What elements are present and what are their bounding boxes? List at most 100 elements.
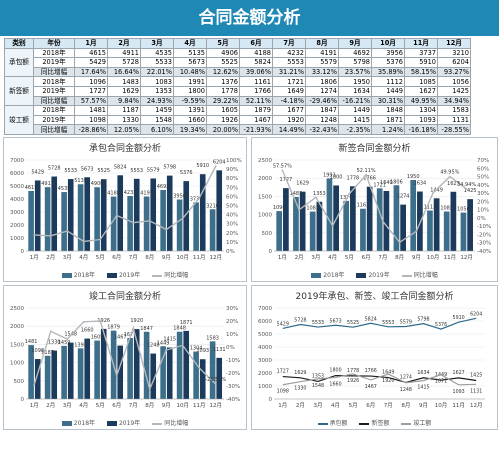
bar-2018 [94, 187, 100, 251]
legend-label-2019: 2019年 [368, 272, 390, 279]
x-tick-label: 12月 [460, 254, 473, 261]
y2-tick-label: 0% [226, 345, 235, 351]
y2-tick-label: 40% [477, 183, 489, 189]
data-label-2019: 1415 [163, 336, 176, 342]
value-cell: 1056 [437, 76, 471, 87]
y-tick-label: 1000 [10, 361, 24, 367]
value-cell: -16.21% [338, 95, 372, 107]
data-label-2019: 5824 [114, 164, 127, 170]
value-cell: 1330 [107, 114, 141, 126]
x-tick-label: 5月 [96, 254, 105, 261]
x-tick-label: 7月 [129, 254, 138, 261]
value-cell: 1449 [371, 85, 405, 97]
bar-2019 [67, 179, 74, 251]
bar-2018 [61, 192, 67, 251]
value-cell: 1131 [437, 114, 471, 126]
y-tick-label: 1500 [258, 194, 272, 200]
bar-2018 [443, 211, 450, 251]
data-label-2018: 4188 [107, 191, 120, 197]
y-tick-label: 3000 [258, 358, 272, 364]
row-label-cell: 2019年 [33, 57, 75, 68]
data-label-2018: 1187 [41, 350, 54, 356]
bar-2019 [350, 186, 356, 251]
x-tick-label: 2月 [46, 254, 55, 261]
value-cell: 5135 [173, 47, 207, 59]
table-header-cell: 类别 [4, 38, 34, 49]
growth-line [33, 320, 217, 392]
y2-tick-label: -20% [477, 232, 491, 238]
bar-2019 [51, 176, 58, 251]
growth-point [181, 344, 184, 347]
data-label-2018: 1806 [390, 179, 403, 185]
data-label-2019: 5525 [97, 168, 110, 174]
x-tick-label: 6月 [362, 254, 371, 261]
value-cell: 1627 [404, 85, 438, 97]
bar-2018 [61, 345, 67, 399]
new-contract-label: 1634 [417, 370, 429, 376]
bar-2018 [193, 351, 199, 399]
legend-swatch-contract [317, 422, 328, 425]
value-cell: 1376 [206, 76, 240, 87]
new-contract-label: 1353 [312, 373, 324, 379]
value-cell: 16.64% [107, 66, 141, 78]
legend-swatch-new [359, 422, 370, 425]
bar-2019 [67, 342, 74, 399]
data-label-2019: 1778 [347, 175, 360, 181]
chart-title: 新签合同金额分析 [338, 144, 411, 154]
value-cell: 34.94% [437, 95, 471, 107]
value-cell: -28.86% [74, 124, 108, 135]
bar-2019 [199, 359, 206, 399]
data-label-2018: 4692 [157, 184, 170, 190]
value-cell: 52.11% [239, 95, 273, 107]
x-tick-label: 6月 [112, 402, 121, 409]
growth-point [198, 197, 201, 199]
bar-2019 [283, 188, 289, 251]
page-title: 合同金额分析 [0, 0, 499, 36]
value-cell: 12.62% [206, 66, 240, 78]
contract-label: 5553 [382, 320, 394, 326]
y2-tick-label: 0% [226, 249, 235, 255]
value-cell: 1649 [272, 85, 306, 97]
growth-line [281, 170, 468, 244]
bar-2019 [84, 177, 91, 251]
data-label-2018: 1304 [190, 346, 203, 352]
y-tick-label: 2000 [10, 223, 24, 229]
x-tick-label: 9月 [419, 402, 428, 409]
completed-label: 1660 [329, 381, 341, 387]
value-cell: 1304 [404, 105, 438, 116]
x-tick-label: 9月 [162, 402, 171, 409]
data-label-2018: 1848 [173, 326, 186, 332]
row-label-cell: 同比增幅 [33, 66, 75, 78]
contract-label: 5376 [435, 322, 447, 328]
legend-label-growth: 同比增幅 [164, 420, 189, 427]
x-tick-label: 3月 [63, 254, 72, 261]
bar-2019 [316, 201, 323, 251]
table-row: 2019年 5429 5728 5533 5673 5525 5824 5553 5579 579… [5, 57, 471, 68]
legend-swatch-2019 [106, 273, 117, 278]
data-label-2019: 1920 [130, 318, 143, 324]
value-cell: 5429 [74, 57, 108, 68]
value-cell: 1096 [74, 76, 108, 87]
x-tick-label: 7月 [378, 254, 387, 261]
contract-label: 6204 [470, 311, 482, 317]
growth-point [132, 221, 135, 224]
value-cell: 1806 [305, 76, 339, 87]
chart-title: 承包合同金额分析 [88, 144, 161, 154]
table-header-cell: 5月 [206, 38, 240, 49]
table-row: 2019年 1727 1629 1353 1800 1778 1766 1649 1274 163… [5, 85, 471, 97]
growth-point [448, 175, 451, 178]
table-row: 同比增幅 57.57% 9.84% 24.93% -9.59% 29.22% 52.11% -… [5, 95, 471, 107]
data-label-2019: 1634 [414, 181, 427, 187]
x-tick-label: 11月 [452, 402, 465, 409]
data-label-2019: 1274 [397, 194, 410, 200]
growth-point [365, 173, 368, 176]
bar-2019 [117, 175, 124, 251]
legend-label-2018: 2018年 [73, 420, 96, 427]
value-cell: 1766 [239, 85, 273, 97]
bar-2019 [183, 330, 190, 399]
legend-swatch-growth [401, 274, 412, 277]
bar-2018 [127, 337, 133, 399]
y-tick-label: 1000 [258, 384, 272, 390]
value-cell: -9.59% [173, 95, 207, 107]
bar-2018 [28, 345, 34, 399]
